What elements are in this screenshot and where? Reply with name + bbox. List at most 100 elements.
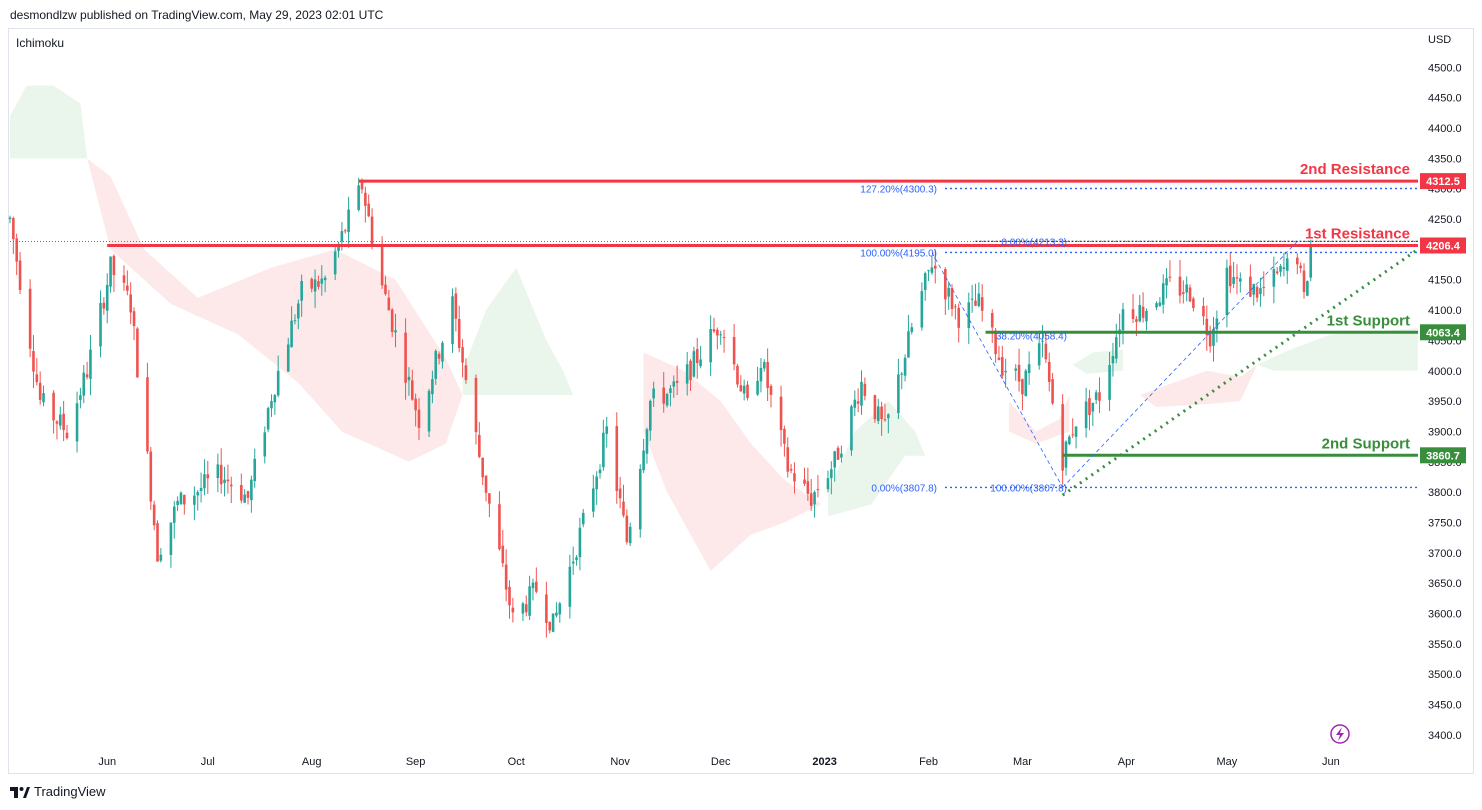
currency-label: USD xyxy=(1428,34,1452,46)
candle xyxy=(910,323,914,335)
candle xyxy=(343,228,347,234)
candle-body xyxy=(1235,277,1239,279)
candle-body xyxy=(927,270,930,272)
candle-body xyxy=(159,554,163,561)
candle-body xyxy=(548,621,552,631)
candle-body xyxy=(226,479,230,482)
candle-body xyxy=(1071,434,1075,436)
candle-body xyxy=(441,342,444,362)
candle xyxy=(652,381,655,407)
candle xyxy=(1306,280,1309,297)
candle-body xyxy=(809,493,813,506)
candle xyxy=(293,314,297,325)
candle xyxy=(12,216,15,255)
candle xyxy=(568,554,572,619)
candle xyxy=(1165,268,1168,299)
price-tag: 4063.4 xyxy=(1420,324,1466,341)
candle-body xyxy=(783,428,786,444)
cloud-bearish xyxy=(1139,364,1258,408)
candle xyxy=(313,269,317,308)
candle xyxy=(176,496,179,512)
candle xyxy=(1098,377,1101,413)
candle-body xyxy=(756,380,759,395)
candle-body xyxy=(152,504,156,526)
candle-body xyxy=(266,408,270,430)
candle xyxy=(179,491,183,506)
candle xyxy=(454,287,458,332)
candle xyxy=(575,554,578,566)
brand-text: TradingView xyxy=(34,784,106,799)
candle-body xyxy=(950,288,954,310)
fib-label: 38.20%(4058.4) xyxy=(996,331,1067,342)
candle-body xyxy=(803,479,806,484)
candle xyxy=(950,284,954,317)
tradingview-logo[interactable]: TradingView xyxy=(10,784,106,799)
candle-body xyxy=(112,255,116,276)
x-tick-label: Jul xyxy=(201,756,215,768)
candle-body xyxy=(297,303,300,319)
candle-body xyxy=(85,374,89,378)
candle xyxy=(1088,389,1091,431)
candle-body xyxy=(1262,287,1266,289)
candle xyxy=(1225,259,1229,328)
tradingview-icon xyxy=(10,786,30,798)
x-tick-label: Mar xyxy=(1013,756,1032,768)
candle-body xyxy=(662,387,666,404)
candle xyxy=(109,256,112,293)
candle xyxy=(1004,358,1007,388)
candle-body xyxy=(692,351,696,377)
candle-body xyxy=(746,384,749,399)
candle-body xyxy=(1212,329,1215,346)
candle xyxy=(977,282,981,308)
candle xyxy=(451,288,454,353)
candle-body xyxy=(8,217,12,220)
candle xyxy=(605,417,609,448)
candle-body xyxy=(1061,404,1064,471)
candle xyxy=(250,475,253,513)
candle-body xyxy=(806,481,810,494)
candle xyxy=(169,522,173,568)
candle-body xyxy=(1299,265,1302,269)
candle-body xyxy=(109,256,112,287)
candle-body xyxy=(695,349,699,364)
x-tick-label: Oct xyxy=(508,756,525,768)
candle xyxy=(954,303,957,320)
candle-body xyxy=(132,311,136,327)
candle xyxy=(766,348,769,402)
candle-body xyxy=(558,603,562,615)
candle xyxy=(474,374,478,445)
candle-body xyxy=(1024,370,1028,397)
candle-body xyxy=(169,522,173,555)
candle xyxy=(152,500,156,531)
candle xyxy=(1239,272,1242,293)
candle xyxy=(427,388,431,438)
candle xyxy=(826,470,830,493)
candle-body xyxy=(856,401,860,404)
candle xyxy=(172,500,176,539)
candle-body xyxy=(193,495,196,505)
candle xyxy=(930,255,934,275)
candle-body xyxy=(1021,379,1024,395)
candle xyxy=(598,464,602,479)
candle xyxy=(15,233,19,275)
alert-icon-ring xyxy=(1330,724,1350,744)
candle-body xyxy=(887,414,890,419)
candle xyxy=(270,394,273,417)
candle xyxy=(32,335,35,389)
candle xyxy=(1302,263,1306,299)
candle xyxy=(695,337,699,379)
candle-body xyxy=(290,320,293,348)
candle xyxy=(1114,323,1118,364)
candle xyxy=(1051,372,1054,405)
candle-body xyxy=(598,469,602,474)
candle xyxy=(876,398,880,424)
chart-frame[interactable] xyxy=(8,28,1474,774)
candle-body xyxy=(860,381,863,406)
candle-body xyxy=(79,395,82,400)
candle xyxy=(1212,317,1215,362)
candle xyxy=(883,403,887,422)
indicator-label[interactable]: Ichimoku xyxy=(16,36,65,50)
candle-body xyxy=(1306,281,1309,296)
candle-body xyxy=(1145,310,1148,322)
